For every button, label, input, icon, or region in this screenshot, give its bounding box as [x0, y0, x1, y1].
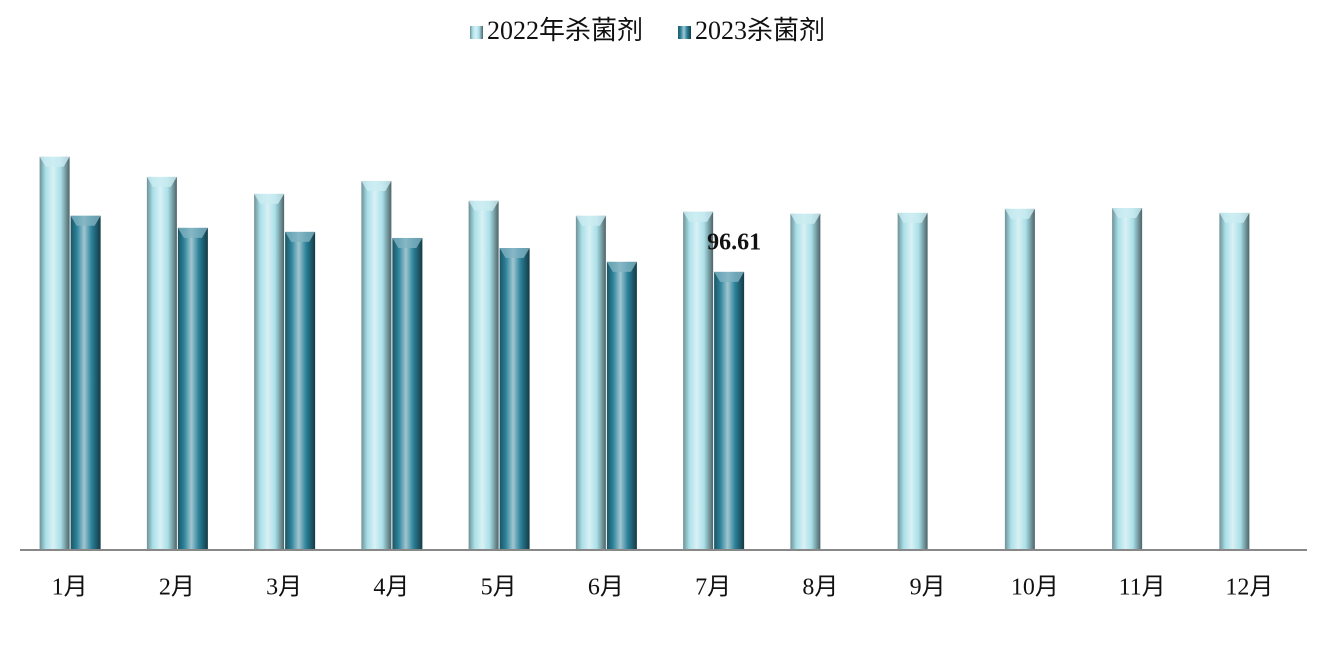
- bar: [254, 193, 285, 550]
- legend: 2022年杀菌剂 2023杀菌剂: [470, 16, 825, 45]
- data-label: 96.61: [707, 229, 761, 255]
- bar: [1112, 208, 1143, 551]
- legend-label: 2022年杀菌剂: [487, 16, 643, 45]
- x-tick-label: 4月: [373, 575, 409, 601]
- x-tick-label: 5月: [481, 575, 517, 601]
- bar: [790, 213, 821, 551]
- x-tick-label: 7月: [695, 575, 731, 601]
- x-tick-label: 2月: [159, 575, 195, 601]
- x-tick-label: 10月: [1011, 575, 1059, 601]
- x-tick-label: 3月: [266, 575, 302, 601]
- bar: [39, 156, 70, 550]
- bar: [285, 231, 316, 551]
- bar: [683, 211, 714, 550]
- x-tick-label: 1月: [52, 575, 88, 601]
- legend-label: 2023杀菌剂: [695, 16, 825, 45]
- bar: [575, 215, 606, 550]
- bar: [897, 212, 928, 550]
- bar: [1004, 208, 1035, 550]
- bar: [468, 200, 499, 550]
- bar: [146, 176, 177, 551]
- x-tick-label: 11月: [1119, 575, 1166, 601]
- bar: [361, 180, 392, 550]
- legend-swatch: [470, 26, 483, 39]
- legend-swatch: [678, 26, 692, 39]
- x-tick-label: 9月: [910, 575, 946, 601]
- bar: [499, 248, 530, 551]
- x-tick-label: 12月: [1225, 575, 1273, 601]
- x-tick-label: 6月: [588, 575, 624, 601]
- x-tick-label: 8月: [802, 575, 838, 601]
- bar: [70, 215, 101, 550]
- bar: [177, 227, 208, 550]
- bar: [392, 237, 423, 550]
- bar: [606, 261, 637, 550]
- bar: [1219, 212, 1250, 550]
- bar: [714, 271, 745, 550]
